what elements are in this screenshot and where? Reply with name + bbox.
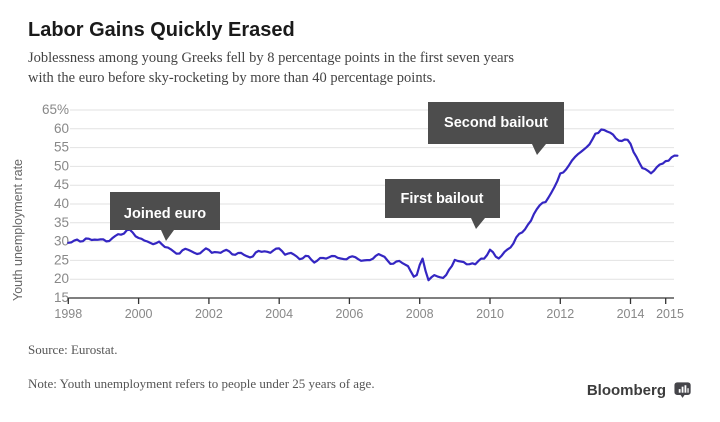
svg-text:2010: 2010 (476, 307, 504, 321)
svg-text:Youth unemployment rate: Youth unemployment rate (11, 159, 25, 301)
svg-text:Second bailout: Second bailout (444, 115, 548, 131)
svg-text:Joined euro: Joined euro (124, 206, 206, 222)
svg-text:45: 45 (54, 177, 69, 192)
svg-text:2002: 2002 (195, 307, 223, 321)
svg-text:2008: 2008 (406, 307, 434, 321)
svg-text:60: 60 (54, 121, 69, 136)
svg-text:55: 55 (54, 140, 69, 155)
svg-text:2000: 2000 (125, 307, 153, 321)
svg-text:2015: 2015 (656, 307, 684, 321)
svg-text:25: 25 (54, 252, 69, 267)
svg-text:65%: 65% (42, 102, 69, 117)
svg-text:2006: 2006 (335, 307, 363, 321)
svg-text:First bailout: First bailout (401, 191, 484, 207)
svg-text:2014: 2014 (617, 307, 645, 321)
svg-text:2012: 2012 (546, 307, 574, 321)
svg-text:40: 40 (54, 196, 69, 211)
svg-text:20: 20 (54, 271, 69, 286)
svg-text:30: 30 (54, 234, 69, 249)
svg-text:2004: 2004 (265, 307, 293, 321)
svg-text:50: 50 (54, 158, 69, 173)
svg-text:1998: 1998 (54, 307, 82, 321)
svg-text:35: 35 (54, 215, 69, 230)
svg-text:15: 15 (54, 290, 69, 305)
